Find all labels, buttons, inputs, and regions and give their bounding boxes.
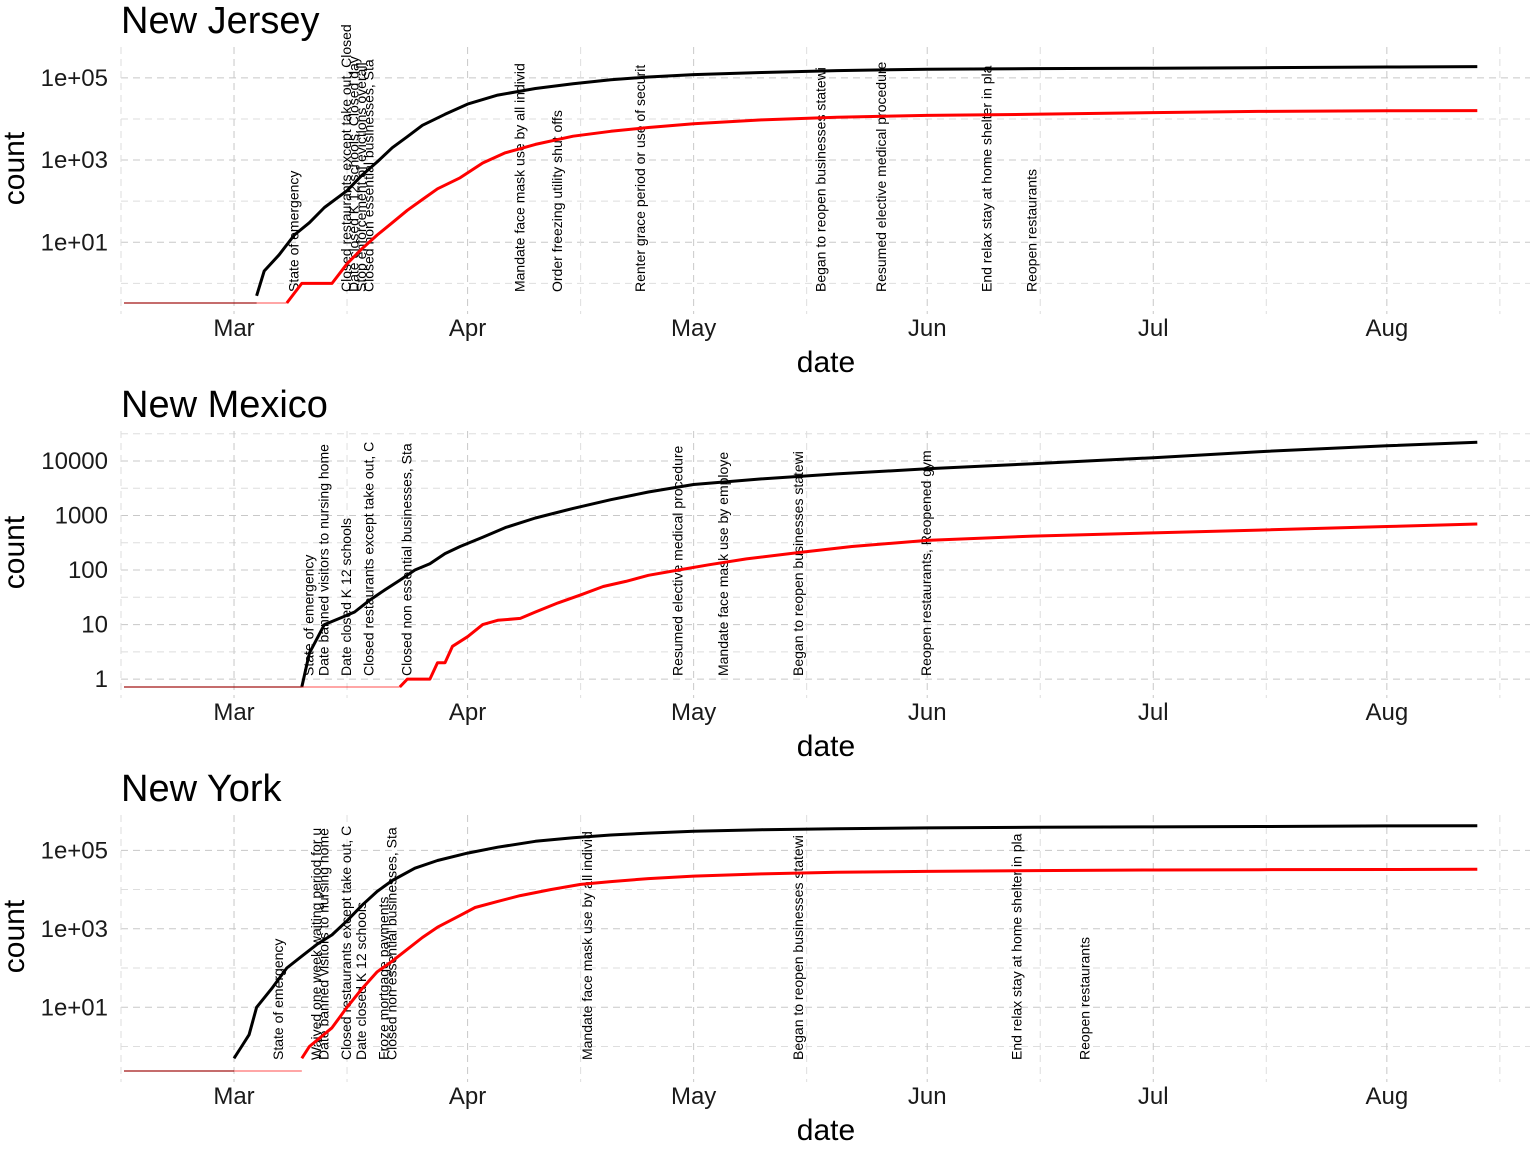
event-label: Reopen restaurants: [1076, 937, 1092, 1060]
y-tick-label: 1e+03: [41, 147, 108, 174]
event-label: State of emergency: [270, 939, 286, 1060]
x-tick-label: Mar: [213, 315, 254, 342]
y-tick-label: 1e+05: [41, 65, 108, 92]
series-line: [255, 65, 1478, 297]
event-label: Mandate face mask use by all individ: [511, 63, 527, 292]
series-line: [285, 109, 1478, 304]
event-label: Closed non essential businesses, Sta: [383, 827, 399, 1060]
event-label: End relax stay at home shelter in pla: [1009, 833, 1025, 1060]
y-tick-label: 10: [81, 612, 108, 639]
x-axis-title: date: [797, 730, 855, 763]
x-tick-label: Aug: [1365, 315, 1408, 342]
event-label: Resumed elective medical procedure: [670, 445, 686, 676]
x-tick-label: May: [671, 1083, 716, 1110]
event-label: Closed restaurants except take out, C: [338, 826, 354, 1060]
event-label: Closed restaurants except take out, C: [361, 442, 377, 676]
y-tick-label: 1000: [55, 503, 108, 530]
y-axis-title: count: [0, 131, 31, 205]
y-tick-label: 1: [95, 666, 108, 693]
event-label: Date banned visitors to nursing home: [315, 828, 331, 1060]
chart-panel-1: New Mexico 1 10 100 1000 10000 Mar Apr May Jun Jul…: [0, 384, 1530, 763]
x-tick-label: May: [671, 315, 716, 342]
event-label: Date banned visitors to nursing home: [315, 444, 331, 676]
event-label: End relax stay at home shelter in pla: [978, 65, 994, 292]
event-label: Renter grace period or use of securit: [632, 65, 648, 292]
series-line: [398, 522, 1478, 689]
y-tick-label: 1e+01: [41, 994, 108, 1021]
event-label: Order freezing utility shut offs: [549, 110, 565, 292]
x-tick-label: Jun: [908, 315, 947, 342]
chart-title: New Mexico: [121, 384, 328, 426]
y-axis-title: count: [0, 515, 31, 589]
x-tick-label: Jun: [908, 1083, 947, 1110]
chart-title: New York: [121, 768, 283, 810]
event-label: Date closed K 12 schools: [338, 518, 354, 676]
event-label: Began to reopen businesses statewi: [790, 835, 806, 1060]
series-line: [300, 440, 1478, 688]
event-label: Closed non essential businesses, Sta: [361, 59, 377, 292]
x-tick-label: Mar: [213, 1083, 254, 1110]
event-label: Reopen restaurants: [1024, 169, 1040, 292]
event-label: Froze mortgage payments: [376, 897, 392, 1060]
event-label: Began to reopen businesses statewi: [790, 451, 806, 676]
x-tick-label: Aug: [1365, 699, 1408, 726]
x-tick-label: Apr: [449, 315, 486, 342]
event-label: Date closed K 12 schools, Closed day: [346, 56, 362, 292]
y-tick-label: 1e+01: [41, 229, 108, 256]
x-axis-title: date: [797, 346, 855, 379]
y-tick-label: 1e+05: [41, 837, 108, 864]
y-tick-label: 100: [68, 557, 108, 584]
event-label: Closed non essential businesses, Sta: [398, 443, 414, 676]
x-tick-label: Jun: [908, 699, 947, 726]
chart-panel-2: New York 1e+01 1e+03 1e+05 Mar Apr May Jun Jul Au…: [0, 768, 1530, 1147]
x-tick-label: Jul: [1138, 699, 1169, 726]
x-tick-label: May: [671, 699, 716, 726]
y-axis-title: count: [0, 899, 31, 973]
event-label: Reopen restaurants, Reopened gym: [918, 450, 934, 676]
x-tick-label: Aug: [1365, 1083, 1408, 1110]
event-label: Date closed K 12 schools: [353, 902, 369, 1060]
x-tick-label: Mar: [213, 699, 254, 726]
x-tick-label: Apr: [449, 1083, 486, 1110]
event-label: Began to reopen businesses statewi: [813, 67, 829, 292]
series-line: [300, 867, 1478, 1060]
x-axis-title: date: [797, 1114, 855, 1147]
x-tick-label: Jul: [1138, 1083, 1169, 1110]
series-line: [232, 824, 1478, 1060]
chart-panel-0: New Jersey 1e+01 1e+03 1e+05 Mar Apr May Jun Jul…: [0, 0, 1530, 379]
y-tick-label: 10000: [41, 448, 108, 475]
x-tick-label: Apr: [449, 699, 486, 726]
event-label: Mandate face mask use by all individ: [579, 831, 595, 1060]
x-tick-label: Jul: [1138, 315, 1169, 342]
event-label: Closed restaurants except take out, Clos…: [338, 24, 354, 292]
y-tick-label: 1e+03: [41, 916, 108, 943]
event-label: Resumed elective medical procedure: [873, 61, 889, 292]
chart-title: New Jersey: [121, 0, 320, 42]
event-label: State of emergency: [285, 171, 301, 292]
